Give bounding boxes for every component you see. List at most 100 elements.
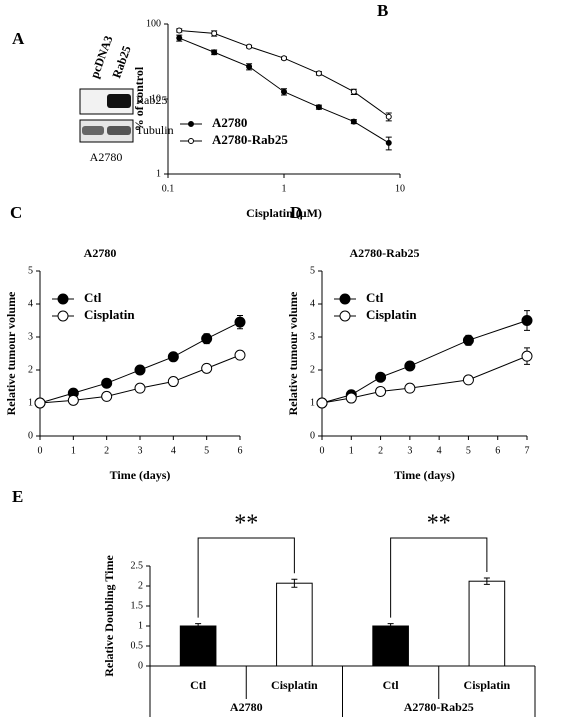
y-tick-label: 10 (151, 93, 161, 104)
y-tick-label: 0 (28, 430, 33, 441)
panel-label: B (377, 1, 388, 20)
data-point (281, 88, 287, 95)
y-axis-label: % of control (132, 66, 146, 131)
data-point (315, 104, 322, 111)
data-point (34, 397, 46, 409)
cell-line-label: A2780 (90, 150, 123, 164)
bar (276, 582, 313, 667)
data-point (350, 118, 357, 125)
data-point (234, 349, 246, 361)
y-axis-label: Relative tumour volume (286, 291, 300, 415)
x-tick-label: 1 (349, 445, 354, 456)
x-tick-label: 10 (395, 183, 405, 194)
x-tick-label: 3 (138, 445, 143, 456)
panel-label: A (12, 29, 25, 48)
significance-label: ** (427, 511, 451, 537)
data-point (281, 55, 287, 62)
legend-label: Cisplatin (84, 307, 135, 322)
x-tick-label: 6 (238, 445, 243, 456)
panel-label: C (10, 203, 22, 222)
data-point (101, 390, 113, 402)
data-point (176, 27, 183, 34)
x-tick-label: 1 (71, 445, 76, 456)
band-label: Rab25 (136, 93, 167, 107)
data-point (211, 49, 218, 56)
x-tick-label: 4 (171, 445, 176, 456)
x-tick-label: 0.1 (162, 183, 175, 194)
error-bar (387, 623, 394, 629)
y-tick-label: 100 (146, 18, 161, 29)
y-tick-label: 1 (28, 397, 33, 408)
data-point (246, 63, 253, 70)
error-bar (195, 623, 202, 629)
y-tick-label: 1.5 (131, 600, 144, 611)
legend-label: A2780 (212, 115, 247, 130)
chart-title: A2780 (84, 246, 117, 260)
blot-band (107, 94, 131, 108)
data-point (316, 397, 328, 409)
bar (372, 625, 409, 667)
data-point (385, 139, 392, 146)
x-tick-label: Ctl (190, 678, 207, 692)
legend-marker (57, 293, 69, 305)
data-point (167, 351, 179, 363)
x-tick-label: 5 (466, 445, 471, 456)
x-tick-label: 7 (525, 445, 530, 456)
legend-label: A2780-Rab25 (212, 132, 288, 147)
y-tick-label: 1 (310, 397, 315, 408)
data-point (211, 30, 218, 37)
data-point (462, 334, 474, 346)
blot-box (79, 119, 134, 143)
y-tick-label: 5 (28, 265, 33, 276)
x-tick-label: Ctl (383, 678, 400, 692)
y-tick-label: 2 (28, 364, 33, 375)
significance-bracket (390, 537, 488, 618)
x-tick-label: Cisplatin (464, 678, 511, 692)
legend-marker (339, 310, 351, 322)
x-axis-label: Time (days) (394, 468, 455, 482)
y-tick-label: 1 (156, 168, 161, 179)
y-tick-label: 3 (310, 331, 315, 342)
legend-label: Cisplatin (366, 307, 417, 322)
y-tick-label: 0 (310, 430, 315, 441)
x-tick-label: 0 (38, 445, 43, 456)
y-tick-label: 3 (28, 331, 33, 342)
data-point (375, 385, 387, 397)
band-label: Tubulin (136, 123, 174, 137)
data-point (521, 315, 533, 326)
x-tick-label: 4 (437, 445, 442, 456)
legend-marker (57, 310, 69, 322)
blot-band (107, 126, 131, 135)
data-point (404, 360, 416, 372)
data-point (385, 113, 392, 120)
data-point (375, 371, 387, 383)
y-tick-label: 5 (310, 265, 315, 276)
significance-label: ** (234, 511, 258, 537)
data-point (246, 43, 253, 50)
data-point (315, 70, 322, 77)
data-point (101, 377, 113, 389)
y-tick-label: 2 (310, 364, 315, 375)
data-point (521, 350, 533, 362)
data-point (462, 374, 474, 386)
blot-band (82, 126, 104, 135)
data-point (345, 392, 357, 404)
legend-marker (339, 293, 351, 305)
y-axis-label: Relative Doubling Time (102, 555, 116, 677)
y-tick-label: 4 (28, 298, 33, 309)
data-point (201, 362, 213, 374)
data-point (134, 382, 146, 394)
legend-marker (188, 121, 194, 127)
chart-title: A2780-Rab25 (349, 246, 419, 260)
y-tick-label: 0.5 (131, 640, 144, 651)
data-point (404, 382, 416, 394)
x-tick-label: Cisplatin (271, 678, 318, 692)
data-point (67, 394, 79, 406)
bar (179, 625, 217, 667)
y-tick-label: 4 (310, 298, 315, 309)
data-point (201, 333, 213, 345)
x-tick-label: 2 (378, 445, 383, 456)
panel-label: D (290, 203, 302, 222)
x-tick-label: 0 (320, 445, 325, 456)
y-tick-label: 0 (138, 660, 143, 671)
